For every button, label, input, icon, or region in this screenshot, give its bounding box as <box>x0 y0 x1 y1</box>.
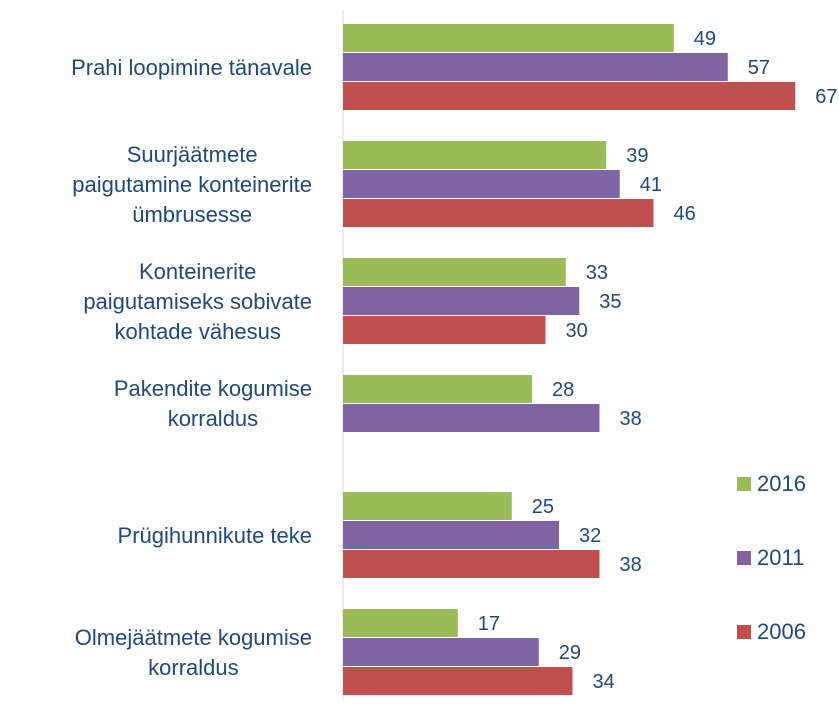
legend-label: 2016 <box>757 471 806 496</box>
category-label-box: Prügihunnikute teke <box>118 521 312 551</box>
data-label: 35 <box>599 291 621 313</box>
data-label: 30 <box>566 320 588 342</box>
legend-label: 2011 <box>757 545 804 570</box>
bar <box>343 404 600 432</box>
category-label: Prügihunnikute teke <box>117 522 312 548</box>
bar <box>343 316 546 344</box>
data-label: 33 <box>586 262 608 284</box>
legend-swatch <box>737 477 751 491</box>
data-label: 41 <box>640 174 662 196</box>
category-label-box: Konteinerite paigutamiseks sobivate koht… <box>83 257 312 347</box>
bar <box>343 521 559 549</box>
legend-label: 2006 <box>757 619 806 644</box>
bar <box>343 141 607 169</box>
bar <box>343 258 566 286</box>
data-label: 38 <box>620 554 642 576</box>
bar <box>343 550 600 578</box>
category-label-box: Pakendite kogumise korraldus <box>114 374 312 434</box>
bar <box>343 24 674 52</box>
data-label: 25 <box>532 496 554 518</box>
data-label: 49 <box>694 28 716 50</box>
category-label-box: Olmejäätmete kogumise korraldus <box>75 623 312 683</box>
bar <box>343 170 620 198</box>
legend-swatch <box>737 625 751 639</box>
data-label: 46 <box>674 203 696 225</box>
bar <box>343 492 512 520</box>
bar <box>343 82 796 110</box>
data-label: 57 <box>748 57 770 79</box>
bar <box>343 609 458 637</box>
bar <box>343 638 539 666</box>
category-label: Olmejäätmete kogumise korraldus <box>74 624 312 680</box>
data-label: 38 <box>620 408 642 430</box>
data-label: 32 <box>579 525 601 547</box>
data-label: 29 <box>559 642 581 664</box>
data-label: 39 <box>626 145 648 167</box>
bar <box>343 53 728 81</box>
data-label: 17 <box>478 613 500 635</box>
category-label-box: Suurjäätmete paigutamine konteinerite üm… <box>72 140 312 230</box>
category-label: Konteinerite paigutamiseks sobivate koht… <box>83 258 312 344</box>
legend-swatch <box>737 551 751 565</box>
bar <box>343 199 654 227</box>
data-label: 34 <box>593 671 615 693</box>
data-label: 67 <box>815 86 837 108</box>
bar <box>343 287 580 315</box>
category-label: Pakendite kogumise korraldus <box>113 376 312 431</box>
data-label: 28 <box>552 379 574 401</box>
category-label: Prahi loopimine tänavale <box>71 54 312 80</box>
bar <box>343 375 532 403</box>
bar <box>343 667 573 695</box>
category-label: Suurjäätmete paigutamine konteinerite üm… <box>72 141 312 227</box>
category-label-box: Prahi loopimine tänavale <box>71 53 312 83</box>
